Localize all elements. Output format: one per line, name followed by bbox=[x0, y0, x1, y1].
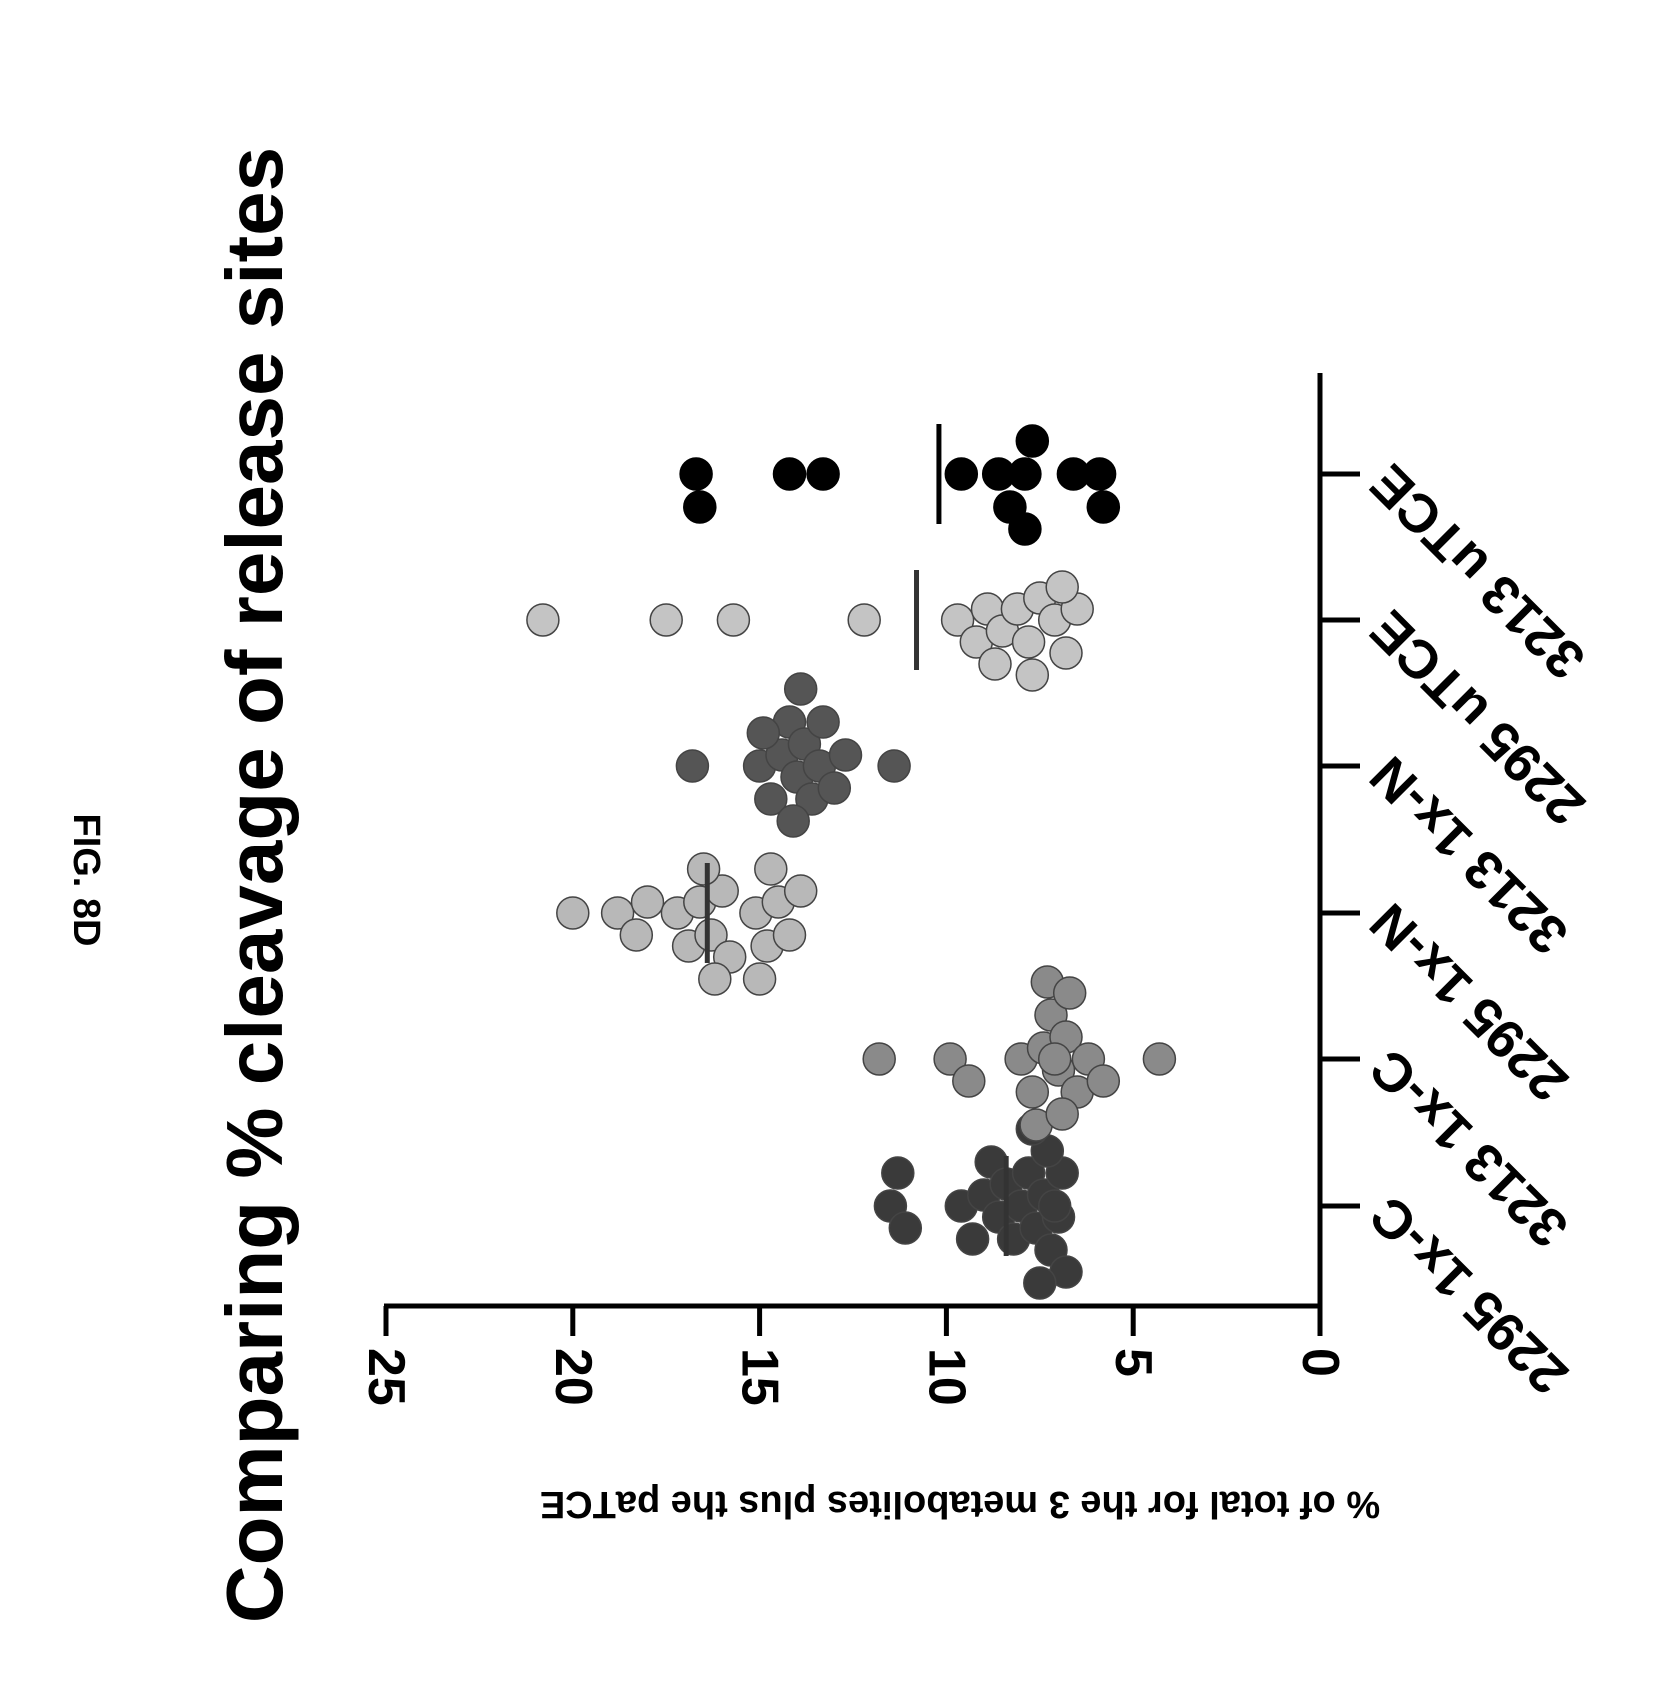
data-point bbox=[1008, 512, 1042, 546]
y-tick-label: 0 bbox=[1291, 1348, 1349, 1377]
data-point bbox=[746, 716, 781, 750]
data-point bbox=[630, 885, 665, 919]
data-point bbox=[772, 918, 807, 952]
data-point bbox=[526, 603, 560, 637]
median-lines bbox=[704, 424, 1009, 1256]
data-point bbox=[888, 1211, 923, 1245]
data-point bbox=[881, 1156, 915, 1190]
data-point bbox=[1142, 1042, 1177, 1076]
y-tick-label: 15 bbox=[731, 1348, 789, 1406]
y-tick-label: 5 bbox=[1104, 1348, 1162, 1377]
data-point bbox=[944, 457, 979, 491]
data-point bbox=[806, 705, 840, 739]
data-point bbox=[817, 771, 852, 805]
y-tick-label: 20 bbox=[544, 1348, 602, 1406]
data-point bbox=[862, 1042, 896, 1076]
data-point bbox=[683, 490, 717, 524]
data-point bbox=[619, 918, 654, 952]
data-point bbox=[1045, 570, 1079, 604]
data-point bbox=[772, 457, 807, 491]
data-point bbox=[1008, 457, 1042, 491]
data-point bbox=[694, 918, 728, 952]
data-point bbox=[1023, 1266, 1057, 1300]
data-point bbox=[675, 749, 710, 783]
data-point bbox=[649, 603, 683, 637]
data-point bbox=[686, 852, 721, 886]
data-point bbox=[877, 749, 911, 783]
data-point bbox=[742, 962, 777, 996]
data-point bbox=[933, 1042, 967, 1076]
data-point bbox=[679, 457, 713, 491]
data-point bbox=[847, 603, 881, 637]
data-point bbox=[952, 1064, 986, 1098]
data-point bbox=[1052, 976, 1087, 1010]
data-point bbox=[600, 896, 635, 930]
data-point bbox=[1015, 1075, 1050, 1109]
data-point bbox=[1082, 457, 1117, 491]
figure-label: FIG. 8D bbox=[65, 813, 107, 946]
data-point bbox=[776, 804, 810, 838]
data-point bbox=[783, 874, 818, 908]
data-point bbox=[828, 738, 863, 772]
data-point bbox=[1037, 1042, 1072, 1076]
data-point bbox=[1015, 424, 1050, 458]
data-point bbox=[716, 603, 751, 637]
y-tick-label: 10 bbox=[917, 1348, 975, 1406]
data-point bbox=[806, 457, 840, 491]
y-axis-label: % of total for the 3 metabolites plus th… bbox=[540, 1483, 1380, 1525]
value-axis-ticks: 0 5 10 15 20 25 bbox=[357, 1306, 1349, 1406]
chart-title: Comparing % cleavage of release sites bbox=[210, 147, 299, 1623]
data-point bbox=[1045, 1097, 1079, 1131]
data-points bbox=[526, 424, 1177, 1300]
data-point bbox=[1011, 625, 1046, 659]
data-point bbox=[1015, 658, 1050, 692]
data-point bbox=[556, 896, 590, 930]
data-point bbox=[1086, 490, 1121, 524]
data-point bbox=[1086, 1064, 1121, 1098]
data-point bbox=[955, 1222, 990, 1256]
y-tick-label: 25 bbox=[357, 1348, 415, 1406]
data-point bbox=[754, 782, 788, 816]
data-point bbox=[698, 962, 732, 996]
data-point bbox=[978, 647, 1012, 681]
data-point bbox=[783, 672, 818, 706]
data-point bbox=[1049, 636, 1083, 670]
data-point bbox=[940, 603, 975, 637]
data-point bbox=[754, 852, 788, 886]
data-point bbox=[1037, 1189, 1072, 1223]
